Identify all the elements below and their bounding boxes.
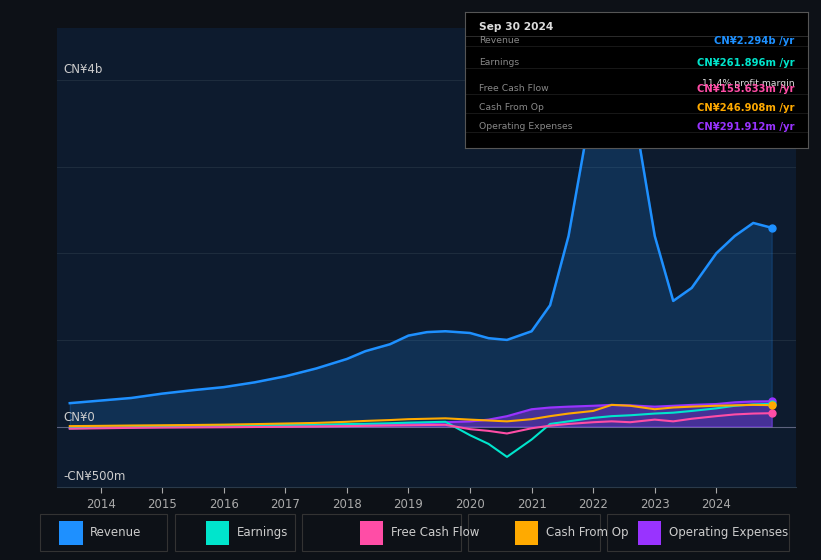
Text: CN¥0: CN¥0 [64,411,95,424]
Text: Earnings: Earnings [237,526,288,539]
Text: -CN¥500m: -CN¥500m [64,470,126,483]
Text: CN¥2.294b /yr: CN¥2.294b /yr [714,36,794,46]
FancyBboxPatch shape [638,521,662,545]
Text: CN¥4b: CN¥4b [64,63,103,76]
Text: Sep 30 2024: Sep 30 2024 [479,21,553,31]
Text: Earnings: Earnings [479,58,519,67]
Text: Cash From Op: Cash From Op [479,103,544,112]
Text: Cash From Op: Cash From Op [546,526,628,539]
Text: Free Cash Flow: Free Cash Flow [479,84,548,93]
FancyBboxPatch shape [360,521,383,545]
FancyBboxPatch shape [59,521,83,545]
Text: CN¥246.908m /yr: CN¥246.908m /yr [697,103,794,113]
Text: Free Cash Flow: Free Cash Flow [392,526,479,539]
Text: Revenue: Revenue [479,36,519,45]
Text: Revenue: Revenue [90,526,141,539]
FancyBboxPatch shape [515,521,538,545]
Text: Operating Expenses: Operating Expenses [669,526,788,539]
Text: CN¥153.633m /yr: CN¥153.633m /yr [697,84,794,94]
Text: Operating Expenses: Operating Expenses [479,122,572,131]
Text: 11.4% profit margin: 11.4% profit margin [702,78,794,87]
Text: CN¥261.896m /yr: CN¥261.896m /yr [697,58,794,68]
FancyBboxPatch shape [206,521,229,545]
Text: CN¥291.912m /yr: CN¥291.912m /yr [697,122,794,132]
